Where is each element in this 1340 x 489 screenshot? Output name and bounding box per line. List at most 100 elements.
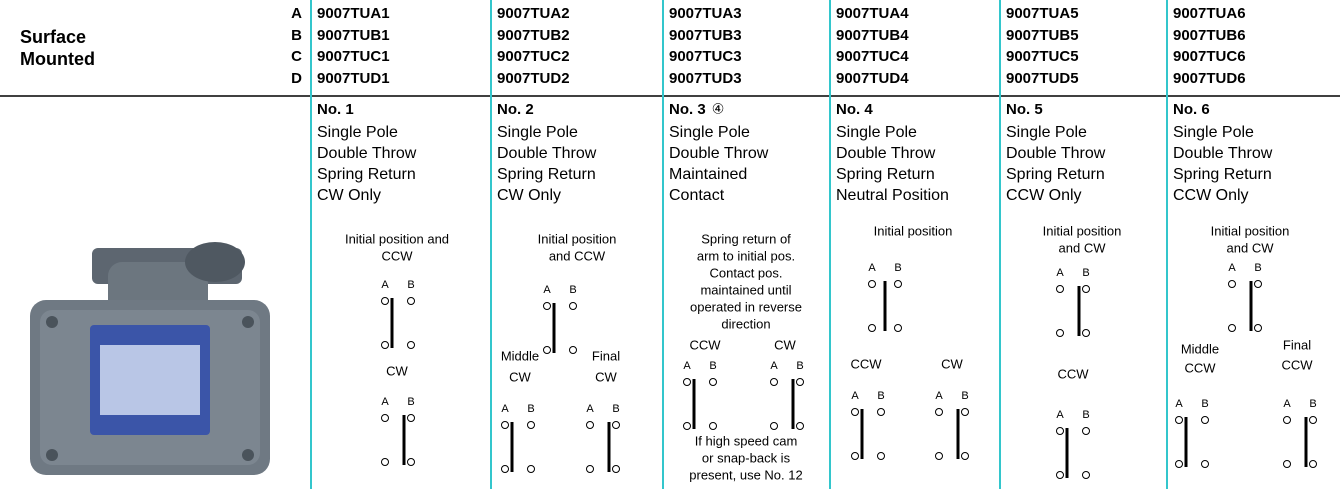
contact-terminal [586, 465, 594, 473]
contact-label: A [543, 284, 551, 296]
part-number: 9007TUB1 [317, 27, 390, 44]
contact-terminal [381, 458, 389, 466]
contact-terminal [407, 458, 415, 466]
part-number: 9007TUA3 [669, 5, 742, 22]
contact-label: A [501, 403, 509, 415]
contact-terminal [961, 452, 969, 460]
part-number: 9007TUD5 [1006, 70, 1079, 87]
contact-terminal [796, 378, 804, 386]
diagram-caption: CW [595, 369, 617, 384]
diagram-caption: CCW [850, 356, 882, 371]
diagram-caption: Spring return of [701, 231, 791, 246]
contact-label: A [1283, 398, 1291, 410]
diagram-caption: Final [1283, 337, 1311, 352]
diagram-caption: CCW [381, 248, 413, 263]
contact-label: A [1056, 409, 1064, 421]
description-line: Single Pole [1173, 124, 1254, 141]
diagram-caption: present, use No. 12 [689, 467, 802, 482]
section-title: Surface [20, 27, 86, 47]
diagram-caption: CW [941, 356, 963, 371]
diagram-number: No. 4 [836, 101, 873, 118]
contact-terminal [1082, 427, 1090, 435]
contact-terminal [1254, 280, 1262, 288]
part-number: 9007TUD4 [836, 70, 909, 87]
contact-terminal [407, 297, 415, 305]
description-line: Spring Return [1006, 166, 1105, 183]
contact-label: B [796, 360, 803, 372]
diagram-caption: or snap-back is [702, 450, 791, 465]
contact-label: A [1228, 262, 1236, 274]
contact-label: A [1175, 398, 1183, 410]
variant-letter: C [291, 48, 302, 65]
part-number: 9007TUD2 [497, 70, 570, 87]
diagram-caption: CCW [1057, 366, 1089, 381]
description-line: Double Throw [497, 145, 597, 162]
contact-terminal [851, 452, 859, 460]
contact-label: B [1309, 398, 1316, 410]
contact-terminal [1309, 460, 1317, 468]
diagram-caption: Contact pos. [710, 265, 783, 280]
part-number: 9007TUD6 [1173, 70, 1246, 87]
diagram-number: No. 5 [1006, 101, 1043, 118]
contact-terminal [851, 408, 859, 416]
description-line: Single Pole [497, 124, 578, 141]
description-line: Spring Return [836, 166, 935, 183]
part-number: 9007TUA6 [1173, 5, 1246, 22]
contact-terminal [796, 422, 804, 430]
description-line: Double Throw [317, 145, 417, 162]
part-number: 9007TUC2 [497, 48, 570, 65]
part-number: 9007TUB2 [497, 27, 570, 44]
footnote-mark: ④ [712, 101, 725, 117]
description-line: CCW Only [1173, 187, 1249, 204]
contact-terminal [935, 408, 943, 416]
part-number: 9007TUA5 [1006, 5, 1079, 22]
description-line: Contact [669, 187, 725, 204]
contact-label: B [709, 360, 716, 372]
description-line: Double Throw [669, 145, 769, 162]
diagram-caption: CW [509, 369, 531, 384]
contact-terminal [1056, 427, 1064, 435]
contact-terminal [1228, 324, 1236, 332]
description-line: Maintained [669, 166, 747, 183]
contact-terminal [683, 378, 691, 386]
contact-label: A [586, 403, 594, 415]
contact-terminal [586, 421, 594, 429]
part-number: 9007TUC3 [669, 48, 742, 65]
contact-terminal [1254, 324, 1262, 332]
contact-terminal [894, 324, 902, 332]
contact-terminal [381, 341, 389, 349]
contact-terminal [407, 414, 415, 422]
contact-label: A [851, 390, 859, 402]
diagram-number: No. 3 [669, 101, 706, 118]
diagram-caption: CCW [1184, 360, 1216, 375]
diagram-caption: maintained until [700, 282, 791, 297]
diagram-caption: Initial position and [345, 231, 449, 246]
diagram-caption: arm to initial pos. [697, 248, 795, 263]
contact-terminal [1228, 280, 1236, 288]
contact-terminal [709, 422, 717, 430]
diagram-caption: Initial position [1211, 223, 1290, 238]
contact-label: A [1056, 267, 1064, 279]
description-line: CW Only [317, 187, 381, 204]
variant-letter: D [291, 70, 302, 87]
diagram-caption: Initial position [874, 223, 953, 238]
part-number: 9007TUA2 [497, 5, 570, 22]
diagram-caption: Middle [1181, 341, 1219, 356]
diagram-caption: operated in reverse [690, 299, 802, 314]
contact-terminal [612, 465, 620, 473]
description-line: Double Throw [836, 145, 936, 162]
contact-terminal [877, 452, 885, 460]
contact-terminal [1056, 285, 1064, 293]
description-line: Single Pole [1006, 124, 1087, 141]
contact-terminal [709, 378, 717, 386]
diagram-caption: CW [774, 337, 796, 352]
contact-terminal [527, 421, 535, 429]
contact-terminal [1056, 471, 1064, 479]
diagram-caption: CW [386, 363, 408, 378]
contact-label: A [935, 390, 943, 402]
part-number: 9007TUD3 [669, 70, 742, 87]
contact-terminal [569, 346, 577, 354]
description-line: Double Throw [1173, 145, 1273, 162]
contact-label: B [407, 396, 414, 408]
contact-terminal [527, 465, 535, 473]
